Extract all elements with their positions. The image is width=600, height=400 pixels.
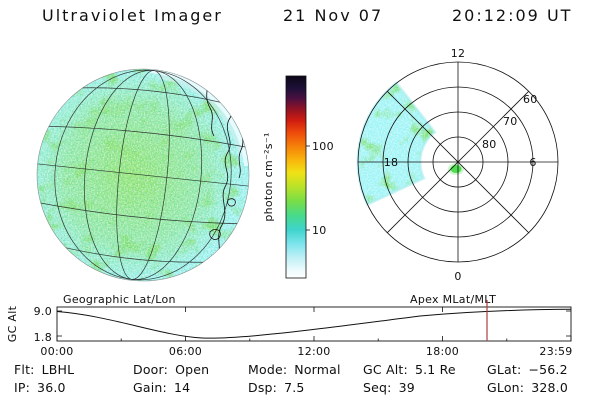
colorbar-tick-10: 10 bbox=[312, 224, 327, 237]
alt-ytick-1-8: 1.8 bbox=[34, 331, 52, 344]
alt-xtick-1800: 18:00 bbox=[426, 345, 459, 358]
alt-xtick-0000: 00:00 bbox=[40, 345, 73, 358]
alt-xtick-0600: 06:00 bbox=[169, 345, 202, 358]
alt-ylabel: GC Alt bbox=[6, 305, 19, 342]
polar-center-spot bbox=[450, 165, 462, 173]
status-door-value: Open bbox=[175, 362, 209, 377]
app-title: Ultraviolet Imager bbox=[42, 6, 223, 25]
alt-ytick-9: 9.0 bbox=[34, 305, 52, 318]
mlt-label-12: 12 bbox=[451, 47, 466, 60]
status-seq-value: 39 bbox=[399, 380, 415, 395]
geographic-disk-panel bbox=[29, 68, 257, 282]
status-mode-label: Mode: bbox=[248, 362, 287, 377]
status-door: Door: Open bbox=[133, 362, 209, 377]
mlat-label-60: 60 bbox=[523, 93, 538, 106]
status-gcalt: GC Alt: 5.1 Re bbox=[363, 362, 456, 377]
status-gain-value: 14 bbox=[174, 380, 190, 395]
status-flt-label: Flt: bbox=[14, 362, 35, 377]
status-readout: Flt: LBHL Door: Open Mode: Normal GC Alt: 5.… bbox=[14, 362, 568, 395]
polar-caption: Apex MLat/MLT bbox=[410, 293, 496, 306]
mlat-label-70: 70 bbox=[503, 115, 518, 128]
mlt-label-18: 18 bbox=[384, 156, 399, 169]
status-mode-value: Normal bbox=[294, 362, 340, 377]
date-label: 21 Nov 07 bbox=[283, 6, 383, 25]
colorbar-unit-label: photon cm⁻²s⁻¹ bbox=[262, 132, 275, 221]
disk-caption: Geographic Lat/Lon bbox=[63, 293, 176, 306]
status-ip: IP: 36.0 bbox=[14, 380, 66, 395]
mlt-label-6: 6 bbox=[529, 156, 536, 169]
colorbar: 100 10 photon cm⁻²s⁻¹ bbox=[262, 75, 334, 279]
status-glat-label: GLat: bbox=[487, 362, 521, 377]
status-dsp: Dsp: 7.5 bbox=[248, 380, 305, 395]
status-glat-value: −56.2 bbox=[528, 362, 567, 377]
altitude-curve bbox=[56, 308, 572, 339]
time-label: 20:12:09 UT bbox=[452, 6, 572, 25]
status-seq: Seq: 39 bbox=[363, 380, 415, 395]
status-ip-value: 36.0 bbox=[37, 380, 66, 395]
disk-limb bbox=[36, 68, 250, 282]
status-gcalt-label: GC Alt: bbox=[363, 362, 408, 377]
status-dsp-label: Dsp: bbox=[248, 380, 277, 395]
altitude-axis-ticks bbox=[56, 307, 572, 341]
status-flt: Flt: LBHL bbox=[14, 362, 74, 377]
alt-xtick-2359: 23:59 bbox=[539, 345, 572, 358]
status-glon-value: 328.0 bbox=[531, 380, 568, 395]
status-gain: Gain: 14 bbox=[133, 380, 190, 395]
status-ip-label: IP: bbox=[14, 380, 30, 395]
polar-plot-panel: 12 0 18 6 60 70 80 bbox=[356, 47, 559, 283]
disk-rim-white bbox=[149, 69, 248, 167]
status-dsp-value: 7.5 bbox=[284, 380, 304, 395]
altitude-panel: Geographic Lat/Lon Apex MLat/MLT 9.0 1.8… bbox=[6, 293, 572, 358]
status-mode: Mode: Normal bbox=[248, 362, 341, 377]
status-gain-label: Gain: bbox=[133, 380, 167, 395]
polar-grid bbox=[357, 61, 559, 263]
colorbar-gradient bbox=[285, 75, 307, 279]
status-gcalt-value: 5.1 Re bbox=[415, 362, 456, 377]
alt-xtick-1200: 12:00 bbox=[297, 345, 330, 358]
status-glon-label: GLon: bbox=[487, 380, 524, 395]
status-flt-value: LBHL bbox=[42, 362, 75, 377]
status-seq-label: Seq: bbox=[363, 380, 392, 395]
mlt-label-0: 0 bbox=[454, 270, 461, 283]
status-door-label: Door: bbox=[133, 362, 168, 377]
status-glat: GLat: −56.2 bbox=[487, 362, 568, 377]
status-glon: GLon: 328.0 bbox=[487, 380, 568, 395]
colorbar-tick-100: 100 bbox=[312, 140, 334, 153]
auroral-wedge bbox=[356, 81, 437, 207]
mlat-label-80: 80 bbox=[482, 138, 497, 151]
